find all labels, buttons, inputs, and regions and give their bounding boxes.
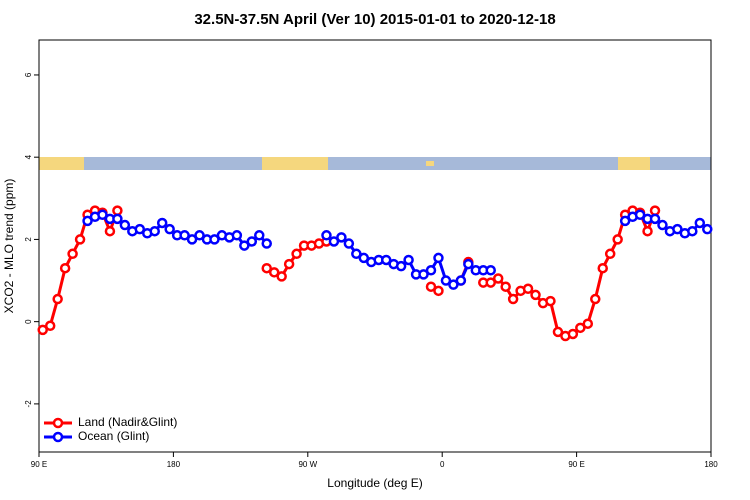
data-point	[425, 281, 437, 292]
data-point	[642, 225, 653, 237]
data-point	[418, 269, 429, 280]
data-point	[403, 254, 414, 266]
data-point	[261, 262, 272, 274]
data-point	[582, 318, 594, 329]
land-mask-strip	[39, 157, 711, 170]
data-point	[433, 252, 444, 264]
data-point	[433, 285, 444, 297]
data-point	[44, 320, 56, 332]
data-point	[261, 238, 272, 249]
data-point	[530, 289, 541, 301]
data-point	[380, 254, 392, 266]
data-point	[52, 293, 63, 305]
data-point	[448, 279, 459, 290]
data-point	[276, 271, 287, 282]
data-point	[37, 324, 48, 336]
x-tick-label: 90 E	[31, 460, 47, 469]
data-point	[500, 281, 511, 292]
y-axis-label: XCO2 - MLO trend (ppm)	[2, 179, 16, 314]
data-point	[463, 258, 474, 270]
data-point	[657, 219, 668, 231]
data-point	[194, 230, 205, 241]
data-point	[343, 238, 355, 249]
data-point	[485, 277, 496, 288]
y-tick-label: 0	[24, 319, 33, 324]
data-point	[590, 293, 601, 305]
data-point	[112, 205, 123, 216]
data-point	[209, 234, 220, 245]
data-point	[649, 205, 661, 216]
data-point	[179, 230, 190, 241]
y-tick-label: 4	[24, 154, 33, 159]
legend-label: Land (Nadir&Glint)	[78, 415, 177, 429]
data-point	[485, 265, 496, 276]
data-point	[164, 223, 175, 235]
data-point	[239, 240, 250, 251]
data-point	[328, 236, 340, 247]
data-point	[291, 248, 302, 260]
y-tick-label: 2	[24, 237, 33, 242]
data-point	[649, 213, 661, 225]
data-point	[321, 230, 332, 241]
legend-marker	[52, 431, 64, 443]
data-point	[522, 283, 534, 295]
data-point	[612, 234, 623, 245]
plot-frame	[38, 39, 712, 453]
data-point	[254, 230, 265, 241]
data-point	[134, 223, 146, 235]
data-point	[552, 326, 564, 338]
data-point	[149, 225, 160, 237]
data-point	[702, 223, 713, 235]
data-point	[395, 260, 407, 272]
data-point	[351, 248, 362, 260]
x-tick-label: 90 E	[568, 460, 584, 469]
data-point	[492, 273, 504, 284]
data-point	[507, 293, 519, 305]
chart-title: 32.5N-37.5N April (Ver 10) 2015-01-01 to…	[194, 11, 555, 28]
data-point	[358, 252, 370, 264]
x-tick-label: 180	[704, 460, 718, 469]
legend-label: Ocean (Glint)	[78, 429, 149, 443]
data-point	[455, 275, 467, 286]
data-point	[104, 225, 116, 237]
y-tick-label: -2	[24, 400, 33, 408]
data-point	[112, 213, 123, 225]
data-point	[231, 230, 243, 241]
data-point	[575, 322, 586, 334]
data-point	[425, 265, 437, 276]
x-axis-label: Longitude (deg E)	[327, 476, 422, 490]
data-point	[268, 267, 280, 278]
x-tick-label: 180	[167, 460, 181, 469]
data-point	[59, 262, 71, 274]
x-tick-label: 0	[440, 460, 445, 469]
data-point	[694, 217, 706, 229]
data-point	[672, 223, 683, 235]
x-tick-label: 90 W	[298, 460, 317, 469]
data-point	[567, 328, 579, 340]
data-point	[74, 234, 86, 245]
data-point	[186, 234, 198, 245]
data-point	[97, 209, 108, 221]
data-point	[604, 248, 616, 260]
data-point	[82, 215, 93, 227]
data-point	[119, 219, 131, 231]
series-line	[86, 213, 709, 287]
y-tick-label: 6	[24, 72, 33, 77]
data-point	[440, 275, 452, 286]
data-point	[634, 209, 646, 221]
data-point	[156, 217, 168, 229]
data-point	[283, 258, 295, 270]
data-point	[619, 215, 631, 227]
data-point	[597, 262, 608, 274]
data-point	[67, 248, 78, 260]
legend-marker	[52, 417, 64, 429]
data-point	[687, 225, 698, 237]
data-point	[336, 232, 347, 243]
data-point	[246, 236, 258, 247]
data-point	[545, 295, 556, 307]
